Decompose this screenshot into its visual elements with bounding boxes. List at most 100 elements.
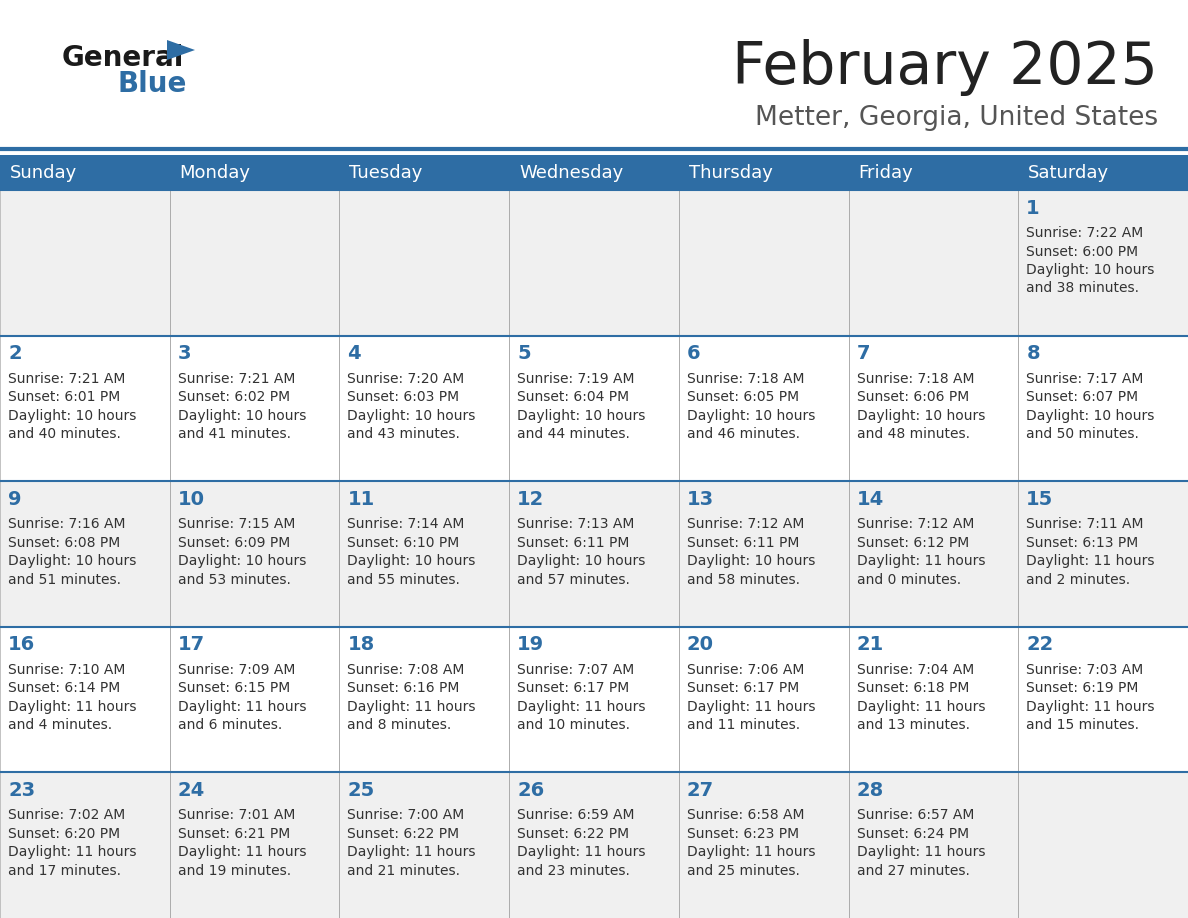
Text: 20: 20	[687, 635, 714, 655]
Text: Sunset: 6:11 PM: Sunset: 6:11 PM	[517, 536, 630, 550]
FancyBboxPatch shape	[510, 336, 678, 481]
FancyBboxPatch shape	[1018, 627, 1188, 772]
Text: Sunrise: 7:10 AM: Sunrise: 7:10 AM	[8, 663, 126, 677]
Text: 28: 28	[857, 781, 884, 800]
Text: 16: 16	[8, 635, 36, 655]
FancyBboxPatch shape	[678, 481, 848, 627]
Text: Daylight: 10 hours: Daylight: 10 hours	[857, 409, 985, 422]
Text: Sunrise: 7:19 AM: Sunrise: 7:19 AM	[517, 372, 634, 386]
Text: 6: 6	[687, 344, 701, 364]
Text: Sunset: 6:03 PM: Sunset: 6:03 PM	[347, 390, 460, 404]
Text: General: General	[62, 44, 184, 72]
Text: Sunset: 6:22 PM: Sunset: 6:22 PM	[517, 827, 630, 841]
Text: Sunrise: 7:12 AM: Sunrise: 7:12 AM	[687, 517, 804, 532]
Text: and 51 minutes.: and 51 minutes.	[8, 573, 121, 587]
Text: and 44 minutes.: and 44 minutes.	[517, 427, 630, 442]
Text: 1: 1	[1026, 198, 1040, 218]
Text: 2: 2	[8, 344, 21, 364]
Text: Sunrise: 6:59 AM: Sunrise: 6:59 AM	[517, 809, 634, 823]
Text: Sunset: 6:17 PM: Sunset: 6:17 PM	[687, 681, 800, 695]
FancyBboxPatch shape	[1018, 336, 1188, 481]
FancyBboxPatch shape	[0, 155, 1188, 190]
Text: 19: 19	[517, 635, 544, 655]
Text: Sunset: 6:10 PM: Sunset: 6:10 PM	[347, 536, 460, 550]
Text: Daylight: 11 hours: Daylight: 11 hours	[687, 845, 815, 859]
Text: Sunrise: 7:11 AM: Sunrise: 7:11 AM	[1026, 517, 1144, 532]
Text: and 25 minutes.: and 25 minutes.	[687, 864, 800, 878]
Text: Sunrise: 7:22 AM: Sunrise: 7:22 AM	[1026, 226, 1144, 240]
Text: Sunrise: 7:21 AM: Sunrise: 7:21 AM	[178, 372, 295, 386]
Text: 18: 18	[347, 635, 374, 655]
Text: Daylight: 11 hours: Daylight: 11 hours	[8, 845, 137, 859]
FancyBboxPatch shape	[1018, 190, 1188, 336]
Text: and 13 minutes.: and 13 minutes.	[857, 718, 969, 733]
Text: 13: 13	[687, 489, 714, 509]
Text: Daylight: 10 hours: Daylight: 10 hours	[178, 554, 307, 568]
Text: Sunrise: 7:16 AM: Sunrise: 7:16 AM	[8, 517, 126, 532]
Text: Tuesday: Tuesday	[349, 163, 423, 182]
Text: Sunday: Sunday	[10, 163, 77, 182]
Text: and 15 minutes.: and 15 minutes.	[1026, 718, 1139, 733]
Text: Daylight: 10 hours: Daylight: 10 hours	[8, 409, 137, 422]
Text: Daylight: 11 hours: Daylight: 11 hours	[178, 845, 307, 859]
FancyBboxPatch shape	[0, 336, 170, 481]
Text: 25: 25	[347, 781, 374, 800]
Text: Sunrise: 7:18 AM: Sunrise: 7:18 AM	[857, 372, 974, 386]
Text: and 50 minutes.: and 50 minutes.	[1026, 427, 1139, 442]
Text: Daylight: 11 hours: Daylight: 11 hours	[8, 700, 137, 714]
Text: Monday: Monday	[179, 163, 251, 182]
Text: and 57 minutes.: and 57 minutes.	[517, 573, 630, 587]
Text: and 0 minutes.: and 0 minutes.	[857, 573, 961, 587]
Text: 8: 8	[1026, 344, 1040, 364]
FancyBboxPatch shape	[340, 627, 510, 772]
Text: and 46 minutes.: and 46 minutes.	[687, 427, 800, 442]
Text: Daylight: 10 hours: Daylight: 10 hours	[1026, 263, 1155, 277]
FancyBboxPatch shape	[510, 772, 678, 918]
Text: Sunrise: 7:00 AM: Sunrise: 7:00 AM	[347, 809, 465, 823]
Text: and 38 minutes.: and 38 minutes.	[1026, 282, 1139, 296]
Text: Thursday: Thursday	[689, 163, 772, 182]
Text: Daylight: 10 hours: Daylight: 10 hours	[517, 409, 645, 422]
Text: Sunset: 6:02 PM: Sunset: 6:02 PM	[178, 390, 290, 404]
Text: 4: 4	[347, 344, 361, 364]
Text: Sunrise: 6:57 AM: Sunrise: 6:57 AM	[857, 809, 974, 823]
Text: Sunrise: 7:14 AM: Sunrise: 7:14 AM	[347, 517, 465, 532]
Text: and 58 minutes.: and 58 minutes.	[687, 573, 800, 587]
Text: Sunrise: 6:58 AM: Sunrise: 6:58 AM	[687, 809, 804, 823]
FancyBboxPatch shape	[1018, 481, 1188, 627]
FancyBboxPatch shape	[848, 772, 1018, 918]
FancyBboxPatch shape	[0, 772, 170, 918]
Text: 14: 14	[857, 489, 884, 509]
Text: Daylight: 10 hours: Daylight: 10 hours	[8, 554, 137, 568]
FancyBboxPatch shape	[848, 481, 1018, 627]
Text: Daylight: 11 hours: Daylight: 11 hours	[857, 700, 985, 714]
Text: 21: 21	[857, 635, 884, 655]
Text: Sunrise: 7:01 AM: Sunrise: 7:01 AM	[178, 809, 295, 823]
Text: Sunset: 6:16 PM: Sunset: 6:16 PM	[347, 681, 460, 695]
Text: 17: 17	[178, 635, 204, 655]
Text: and 23 minutes.: and 23 minutes.	[517, 864, 630, 878]
Text: Daylight: 10 hours: Daylight: 10 hours	[347, 409, 476, 422]
Text: 23: 23	[8, 781, 36, 800]
Text: 24: 24	[178, 781, 206, 800]
Text: Daylight: 11 hours: Daylight: 11 hours	[857, 554, 985, 568]
FancyBboxPatch shape	[848, 190, 1018, 336]
Text: Sunrise: 7:18 AM: Sunrise: 7:18 AM	[687, 372, 804, 386]
Text: and 4 minutes.: and 4 minutes.	[8, 718, 112, 733]
Text: 27: 27	[687, 781, 714, 800]
Text: 7: 7	[857, 344, 870, 364]
Text: Sunrise: 7:12 AM: Sunrise: 7:12 AM	[857, 517, 974, 532]
Text: Sunrise: 7:17 AM: Sunrise: 7:17 AM	[1026, 372, 1144, 386]
Text: Sunset: 6:14 PM: Sunset: 6:14 PM	[8, 681, 120, 695]
FancyBboxPatch shape	[678, 336, 848, 481]
Text: Sunset: 6:05 PM: Sunset: 6:05 PM	[687, 390, 800, 404]
Text: and 27 minutes.: and 27 minutes.	[857, 864, 969, 878]
FancyBboxPatch shape	[170, 336, 340, 481]
Text: Sunset: 6:17 PM: Sunset: 6:17 PM	[517, 681, 630, 695]
Text: Daylight: 11 hours: Daylight: 11 hours	[517, 845, 645, 859]
FancyBboxPatch shape	[1018, 772, 1188, 918]
Text: Wednesday: Wednesday	[519, 163, 624, 182]
Text: 12: 12	[517, 489, 544, 509]
Text: Sunset: 6:11 PM: Sunset: 6:11 PM	[687, 536, 800, 550]
FancyBboxPatch shape	[170, 481, 340, 627]
